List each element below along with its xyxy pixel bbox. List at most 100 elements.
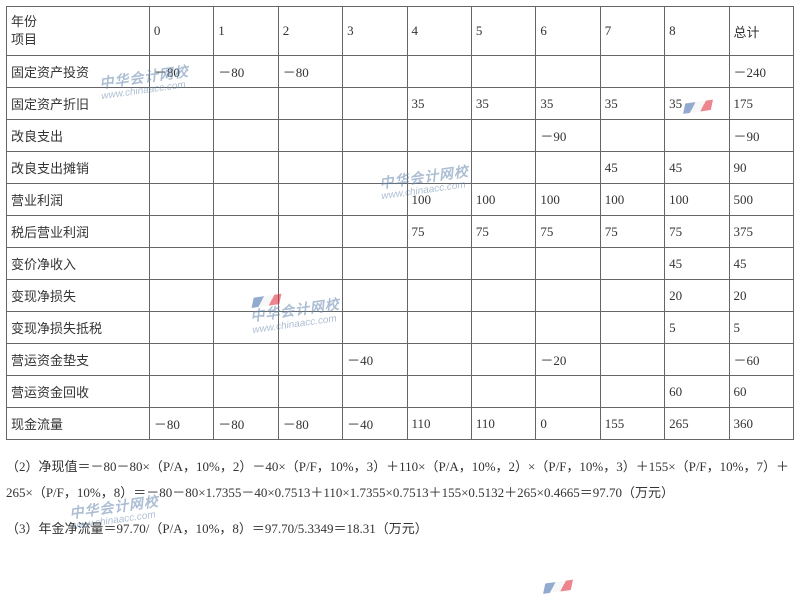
cell bbox=[278, 280, 342, 312]
row-total: －90 bbox=[729, 120, 793, 152]
row-total: 60 bbox=[729, 376, 793, 408]
cell: 35 bbox=[407, 88, 471, 120]
cell: 265 bbox=[665, 408, 729, 440]
cell bbox=[343, 152, 407, 184]
cell: 20 bbox=[665, 280, 729, 312]
cell bbox=[600, 312, 664, 344]
cell bbox=[471, 248, 535, 280]
cell: 45 bbox=[600, 152, 664, 184]
cell bbox=[407, 120, 471, 152]
cell bbox=[214, 88, 278, 120]
cell bbox=[407, 152, 471, 184]
cell bbox=[343, 184, 407, 216]
cell: 155 bbox=[600, 408, 664, 440]
cell: 110 bbox=[407, 408, 471, 440]
row-total: 175 bbox=[729, 88, 793, 120]
cell: 45 bbox=[665, 152, 729, 184]
cell bbox=[407, 312, 471, 344]
cell: －80 bbox=[278, 56, 342, 88]
table-row: 改良支出－90－90 bbox=[7, 120, 794, 152]
financial-table: 年份 项目 0 1 2 3 4 5 6 7 8 总计 固定资产投资－80－80－… bbox=[6, 6, 794, 440]
cell bbox=[600, 56, 664, 88]
cell bbox=[149, 248, 213, 280]
cell bbox=[214, 280, 278, 312]
cell bbox=[343, 248, 407, 280]
cell bbox=[214, 312, 278, 344]
cell bbox=[343, 280, 407, 312]
cell: －80 bbox=[214, 408, 278, 440]
cell: 75 bbox=[471, 216, 535, 248]
watermark bbox=[539, 578, 573, 596]
cell bbox=[407, 280, 471, 312]
header-year-1: 1 bbox=[214, 7, 278, 56]
cell bbox=[149, 280, 213, 312]
cell: 75 bbox=[536, 216, 600, 248]
cell bbox=[665, 344, 729, 376]
table-row: 营运资金回收 6060 bbox=[7, 376, 794, 408]
row-total: 20 bbox=[729, 280, 793, 312]
cell bbox=[471, 56, 535, 88]
row-total: 360 bbox=[729, 408, 793, 440]
cell: 45 bbox=[665, 248, 729, 280]
cell bbox=[214, 344, 278, 376]
cell: 100 bbox=[536, 184, 600, 216]
cell: －40 bbox=[343, 408, 407, 440]
cell bbox=[600, 344, 664, 376]
row-label: 固定资产投资 bbox=[7, 56, 150, 88]
table-row: 现金流量－80－80－80－401101100155265360 bbox=[7, 408, 794, 440]
header-year-0: 0 bbox=[149, 7, 213, 56]
cell bbox=[343, 376, 407, 408]
header-label-cell: 年份 项目 bbox=[7, 7, 150, 56]
cell: －80 bbox=[149, 408, 213, 440]
cell: －80 bbox=[278, 408, 342, 440]
row-total: 500 bbox=[729, 184, 793, 216]
cell bbox=[536, 56, 600, 88]
cell bbox=[149, 88, 213, 120]
row-label: 税后营业利润 bbox=[7, 216, 150, 248]
row-total: －240 bbox=[729, 56, 793, 88]
cell bbox=[407, 248, 471, 280]
cell bbox=[149, 120, 213, 152]
cell: 75 bbox=[600, 216, 664, 248]
cell bbox=[214, 120, 278, 152]
cell bbox=[149, 312, 213, 344]
cell bbox=[214, 184, 278, 216]
cell: 75 bbox=[407, 216, 471, 248]
cell bbox=[343, 120, 407, 152]
table-row: 营运资金垫支－40－20－60 bbox=[7, 344, 794, 376]
cell bbox=[600, 280, 664, 312]
header-year-5: 5 bbox=[471, 7, 535, 56]
cell bbox=[278, 312, 342, 344]
cell: －80 bbox=[149, 56, 213, 88]
cell bbox=[278, 120, 342, 152]
table-row: 固定资产投资－80－80－80－240 bbox=[7, 56, 794, 88]
cell bbox=[149, 376, 213, 408]
header-year-6: 6 bbox=[536, 7, 600, 56]
cell bbox=[278, 184, 342, 216]
table-row: 变现净损失抵税55 bbox=[7, 312, 794, 344]
cell bbox=[536, 152, 600, 184]
cell: 0 bbox=[536, 408, 600, 440]
cell bbox=[536, 248, 600, 280]
row-label: 改良支出 bbox=[7, 120, 150, 152]
cell bbox=[149, 184, 213, 216]
table-row: 变价净收入4545 bbox=[7, 248, 794, 280]
header-year-label: 年份 bbox=[11, 13, 145, 31]
row-label: 变现净损失抵税 bbox=[7, 312, 150, 344]
cell bbox=[278, 376, 342, 408]
cell: －80 bbox=[214, 56, 278, 88]
header-year-8: 8 bbox=[665, 7, 729, 56]
cell bbox=[278, 216, 342, 248]
cell: 100 bbox=[407, 184, 471, 216]
row-label: 改良支出摊销 bbox=[7, 152, 150, 184]
row-total: －60 bbox=[729, 344, 793, 376]
header-item-label: 项目 bbox=[11, 31, 145, 49]
cell bbox=[471, 344, 535, 376]
row-total: 90 bbox=[729, 152, 793, 184]
annuity-calculation: （3）年金净流量＝97.70/（P/A，10%，8）＝97.70/5.3349＝… bbox=[6, 516, 794, 542]
cell: 100 bbox=[665, 184, 729, 216]
row-label: 营运资金回收 bbox=[7, 376, 150, 408]
row-label: 现金流量 bbox=[7, 408, 150, 440]
cell: 60 bbox=[665, 376, 729, 408]
table-row: 营业利润100100100100100500 bbox=[7, 184, 794, 216]
